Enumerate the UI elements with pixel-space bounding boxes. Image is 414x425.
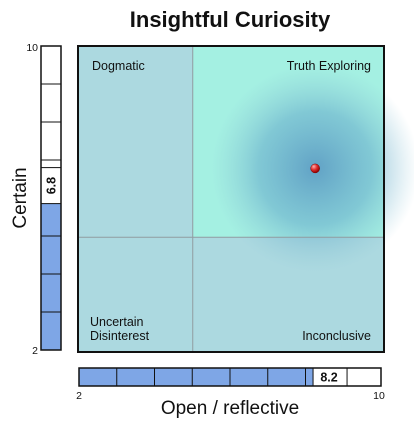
y-tick-label-min: 2 — [32, 345, 38, 357]
quadrant-label-inconclusive: Inconclusive — [302, 329, 371, 343]
x-score-bar: 8.2 2 10 — [76, 367, 385, 402]
x-bar-border — [78, 367, 382, 387]
y-bar-fill — [41, 167, 61, 350]
quadrant-label-truth-exploring: Truth Exploring — [287, 59, 371, 73]
quadrant-label-disinterest: Disinterest — [90, 329, 150, 343]
x-tick-label-max: 10 — [373, 390, 385, 402]
chart-title: Insightful Curiosity — [130, 7, 331, 32]
x-bar-value-label: 8.2 — [320, 371, 337, 385]
plot-border — [77, 45, 385, 353]
plot-area: Dogmatic Truth Exploring UncertainDisinter… — [77, 45, 414, 353]
y-bar-value-label: 6.8 — [45, 177, 59, 194]
x-axis-label: Open / reflective — [161, 398, 299, 419]
x-bar-fill — [79, 368, 314, 386]
y-tick-label-max: 10 — [26, 42, 38, 54]
y-score-bar: 6.8 10 2 — [26, 42, 62, 357]
quadrant-label-dogmatic: Dogmatic — [92, 59, 145, 73]
y-bar-border — [40, 45, 62, 351]
y-axis-label: Certain — [10, 167, 31, 228]
data-point — [310, 163, 320, 174]
x-tick-label-min: 2 — [76, 390, 82, 402]
quadrant-label-uncertain: Uncertain — [90, 315, 144, 329]
